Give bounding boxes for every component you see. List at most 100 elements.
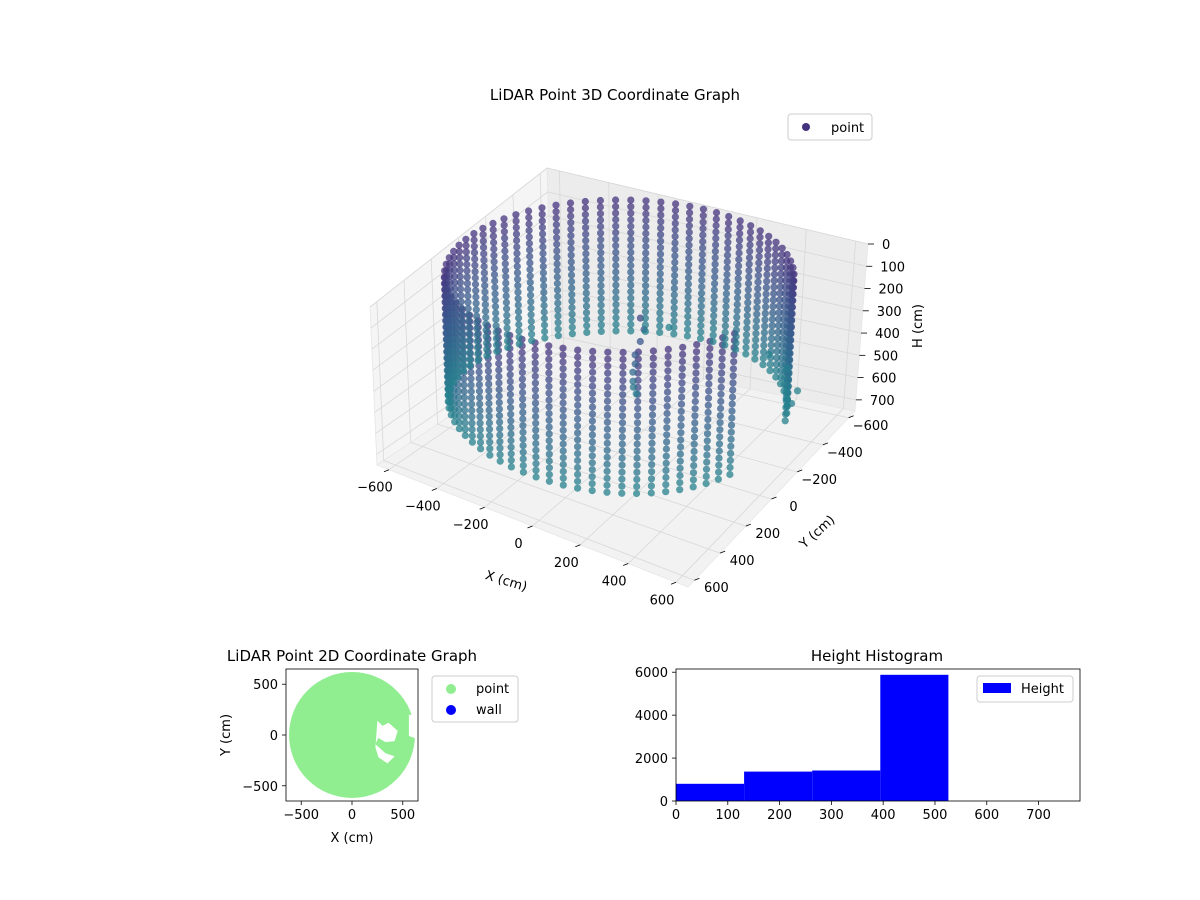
point-marker (778, 341, 787, 349)
point-marker (619, 355, 627, 363)
point-marker (468, 419, 476, 427)
point-marker (627, 222, 635, 230)
point-marker (692, 383, 700, 391)
point-marker (553, 260, 561, 268)
point-marker (514, 288, 522, 296)
point-marker (657, 218, 665, 226)
point-marker (716, 419, 724, 427)
point-marker (723, 277, 731, 285)
point-marker (670, 291, 678, 299)
point-marker (492, 322, 500, 330)
point-marker (519, 442, 527, 450)
point-marker (647, 482, 656, 490)
point-marker (503, 318, 511, 326)
chart-2d: LiDAR Point 2D Coordinate Graph −500 0 500… (219, 647, 519, 846)
point-marker (677, 414, 685, 423)
point-marker (553, 286, 562, 294)
point-marker (634, 397, 642, 406)
point-marker (768, 315, 777, 323)
point-marker (457, 298, 465, 306)
point-marker (553, 273, 561, 281)
point-marker (474, 356, 482, 364)
point-marker (662, 466, 670, 474)
point-marker (559, 378, 567, 386)
point-marker (513, 256, 521, 264)
point-marker (618, 468, 626, 476)
point-marker (507, 404, 515, 412)
point-marker (718, 369, 726, 377)
point-marker (539, 249, 547, 257)
point-marker (507, 456, 515, 464)
z-tick-label: 700 (870, 394, 895, 409)
point-marker (582, 302, 591, 310)
point-marker (767, 341, 775, 349)
point-marker (526, 272, 534, 280)
point-marker (612, 281, 620, 289)
point-marker (772, 238, 780, 246)
point-marker (519, 455, 527, 463)
point-marker (781, 289, 789, 297)
point-marker (574, 477, 582, 485)
point-marker (722, 290, 731, 298)
point-marker (793, 387, 802, 395)
histogram-bar (812, 770, 881, 801)
point-marker (772, 373, 780, 381)
grid-line-x (796, 229, 807, 399)
point-marker (733, 313, 741, 321)
point-marker (684, 280, 693, 288)
point-marker (648, 468, 656, 476)
point-marker (539, 230, 547, 238)
y-tick-mark (771, 496, 777, 500)
point-marker (704, 394, 713, 402)
point-marker (459, 367, 467, 375)
point-marker (726, 456, 735, 464)
point-marker (722, 296, 730, 304)
point-marker (540, 295, 548, 303)
point-marker (474, 350, 482, 358)
point-marker (684, 306, 692, 314)
point-marker (724, 232, 732, 240)
point-marker (559, 440, 567, 448)
point-marker (538, 223, 547, 231)
point-marker (545, 369, 553, 377)
point-marker (574, 456, 582, 465)
point-marker (464, 298, 472, 306)
point-marker (532, 413, 540, 421)
point-marker (475, 387, 484, 395)
point-marker (648, 411, 657, 419)
point-marker (467, 375, 475, 383)
point-marker (453, 354, 461, 362)
point-marker (554, 312, 562, 320)
point-marker (684, 287, 692, 295)
point-marker (507, 443, 515, 451)
point-marker (691, 397, 699, 406)
point-marker (468, 400, 476, 408)
point-marker (539, 269, 548, 277)
point-marker (540, 288, 548, 296)
point-marker (721, 341, 729, 349)
point-marker (568, 310, 576, 318)
point-marker (767, 335, 776, 343)
point-marker (685, 248, 693, 256)
point-marker (567, 225, 575, 233)
point-marker (744, 279, 753, 287)
point-marker (723, 270, 731, 279)
point-marker (603, 488, 611, 496)
point-marker (751, 349, 759, 357)
point-marker (554, 292, 562, 301)
point-marker (476, 432, 484, 440)
legend-height-label: Height (1021, 682, 1064, 697)
z-tick-label: 400 (875, 327, 900, 342)
point-marker (676, 450, 685, 458)
point-marker (762, 284, 771, 292)
point-marker (468, 406, 476, 415)
histogram-bar (744, 771, 813, 801)
point-marker (777, 264, 785, 272)
point-marker (518, 355, 526, 363)
point-marker (468, 432, 476, 440)
point-marker (780, 315, 788, 323)
point-marker (774, 334, 782, 342)
point-marker (559, 392, 567, 400)
point-marker (514, 282, 522, 290)
point-marker (729, 365, 738, 373)
